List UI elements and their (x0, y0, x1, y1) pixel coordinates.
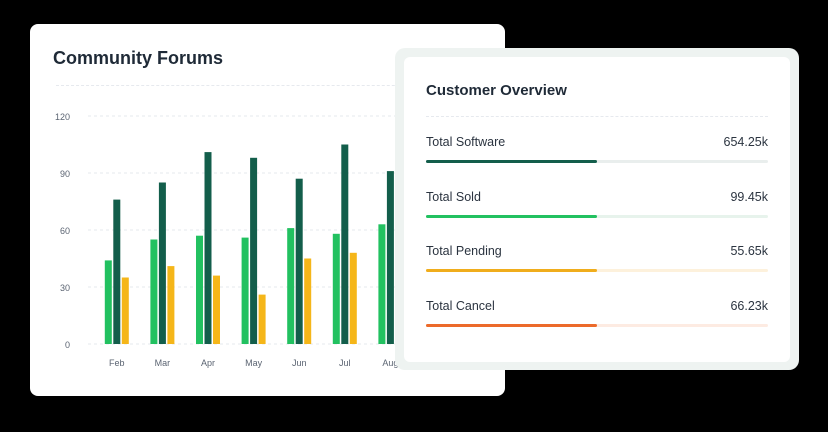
y-tick-label: 30 (60, 283, 70, 293)
x-tick-label: Aug (382, 358, 398, 368)
x-tick-label: Feb (109, 358, 125, 368)
bar (104, 260, 112, 344)
customer-overview-card: Customer Overview Total Software 654.25k… (404, 57, 790, 362)
progress-fill (426, 160, 597, 163)
row-value: 66.23k (730, 299, 768, 313)
row-label: Total Cancel (426, 299, 495, 313)
overview-row-software: Total Software 654.25k (426, 135, 768, 171)
bar (158, 182, 166, 344)
y-tick-label: 0 (65, 340, 70, 350)
bar (304, 258, 312, 344)
row-value: 55.65k (730, 244, 768, 258)
bar (349, 252, 357, 344)
progress-fill (426, 215, 597, 218)
overview-row-pending: Total Pending 55.65k (426, 244, 768, 280)
row-label: Total Pending (426, 244, 502, 258)
bar (113, 199, 121, 344)
card-title: Community Forums (53, 48, 224, 68)
x-tick-label: Jul (339, 358, 351, 368)
bar (378, 224, 386, 344)
bar (341, 144, 349, 344)
x-tick-label: Apr (201, 358, 215, 368)
card-title: Customer Overview (426, 82, 567, 99)
bar (121, 277, 129, 344)
bar (204, 152, 212, 344)
row-label: Total Software (426, 135, 506, 149)
bar (258, 294, 266, 344)
divider (56, 85, 485, 86)
progress-track (426, 160, 768, 163)
progress-track (426, 324, 768, 327)
overview-row-sold: Total Sold 99.45k (426, 190, 768, 226)
bar (332, 233, 340, 344)
progress-track (426, 269, 768, 272)
bar (295, 178, 303, 344)
y-tick-label: 120 (55, 112, 70, 122)
row-value: 654.25k (723, 135, 768, 149)
bar (196, 235, 203, 344)
bar (213, 275, 220, 344)
x-tick-label: Jun (292, 358, 307, 368)
bar (287, 228, 295, 344)
y-tick-label: 90 (60, 169, 70, 179)
bar (150, 239, 158, 344)
bar (167, 266, 175, 344)
row-value: 99.45k (730, 190, 768, 204)
row-label: Total Sold (426, 190, 481, 204)
overview-row-cancel: Total Cancel 66.23k (426, 299, 768, 335)
progress-fill (426, 269, 597, 272)
bar (386, 171, 394, 344)
progress-fill (426, 324, 597, 327)
bar (250, 157, 258, 344)
bar (241, 237, 249, 344)
x-tick-label: May (245, 358, 263, 368)
divider (426, 116, 768, 117)
progress-track (426, 215, 768, 218)
x-tick-label: Mar (155, 358, 171, 368)
y-tick-label: 60 (60, 226, 70, 236)
